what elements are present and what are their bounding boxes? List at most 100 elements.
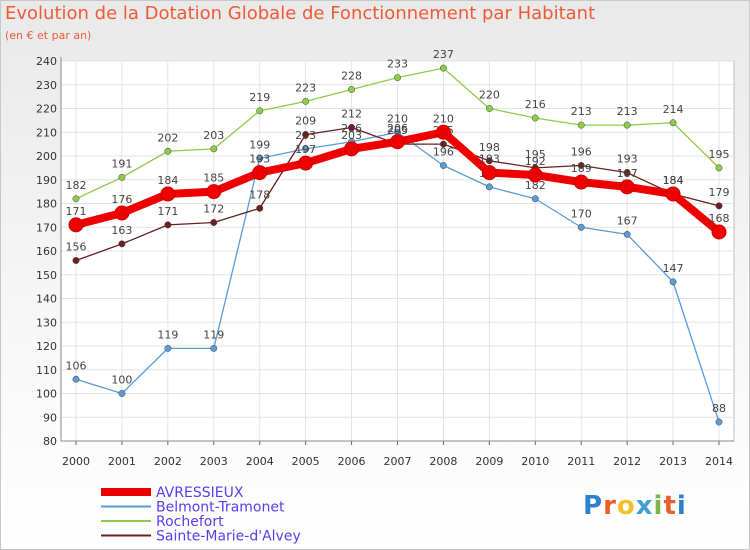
- data-point-belmont-tramonet: [256, 154, 264, 162]
- data-label-rochefort: 220: [479, 89, 500, 102]
- data-point-avressieux: [711, 224, 727, 240]
- data-point-avressieux: [252, 165, 268, 181]
- data-label-avressieux: 210: [433, 112, 454, 125]
- data-label-belmont-tramonet: 167: [617, 214, 638, 227]
- y-tick-label: 170: [36, 221, 57, 234]
- data-point-sainte-marie-d-alvey: [623, 169, 631, 177]
- data-point-avressieux: [665, 186, 681, 202]
- data-label-belmont-tramonet: 119: [157, 328, 178, 341]
- x-tick-label: 2001: [108, 455, 136, 468]
- data-point-belmont-tramonet: [72, 375, 80, 383]
- data-point-belmont-tramonet: [164, 344, 172, 352]
- data-label-rochefort: 203: [203, 129, 224, 142]
- data-point-belmont-tramonet: [485, 183, 493, 191]
- data-point-belmont-tramonet: [302, 145, 310, 153]
- data-label-avressieux: 203: [341, 129, 362, 142]
- data-point-sainte-marie-d-alvey: [439, 140, 447, 148]
- data-point-sainte-marie-d-alvey: [485, 157, 493, 165]
- x-tick-label: 2012: [613, 455, 641, 468]
- data-point-belmont-tramonet: [669, 278, 677, 286]
- data-label-avressieux: 193: [479, 153, 500, 166]
- data-label-belmont-tramonet: 182: [525, 179, 546, 192]
- data-label-sainte-marie-d-alvey: 205: [387, 124, 408, 137]
- y-tick-label: 120: [36, 340, 57, 353]
- data-label-avressieux: 197: [295, 143, 316, 156]
- data-label-belmont-tramonet: 147: [663, 262, 684, 275]
- data-point-sainte-marie-d-alvey: [164, 221, 172, 229]
- chart-title: Evolution de la Dotation Globale de Fonc…: [5, 3, 596, 24]
- data-label-rochefort: 233: [387, 58, 408, 71]
- data-label-sainte-marie-d-alvey: 184: [663, 174, 684, 187]
- legend-label-sainte-marie-d-alvey: Sainte-Marie-d'Alvey: [156, 529, 301, 545]
- data-label-rochefort: 202: [157, 131, 178, 144]
- data-label-belmont-tramonet: 106: [66, 359, 87, 372]
- data-point-sainte-marie-d-alvey: [118, 240, 126, 248]
- data-point-rochefort: [164, 147, 172, 155]
- data-label-rochefort: 237: [433, 48, 454, 61]
- data-point-belmont-tramonet: [210, 344, 218, 352]
- y-tick-label: 150: [36, 269, 57, 282]
- data-point-rochefort: [485, 105, 493, 112]
- data-label-sainte-marie-d-alvey: 212: [341, 108, 362, 121]
- data-point-avressieux: [160, 186, 176, 202]
- data-label-avressieux: 184: [663, 174, 684, 187]
- legend-label-avressieux: AVRESSIEUX: [156, 485, 244, 501]
- data-point-sainte-marie-d-alvey: [348, 124, 356, 131]
- data-point-avressieux: [390, 134, 405, 150]
- data-point-rochefort: [348, 86, 356, 93]
- data-label-rochefort: 219: [249, 91, 270, 104]
- data-label-rochefort: 228: [341, 70, 362, 83]
- data-point-belmont-tramonet: [577, 223, 585, 231]
- data-point-avressieux: [619, 179, 635, 195]
- x-tick-label: 2007: [384, 455, 412, 468]
- y-tick-label: 110: [36, 364, 57, 377]
- y-tick-label: 180: [36, 198, 57, 211]
- data-label-rochefort: 213: [617, 105, 638, 118]
- y-tick-label: 190: [36, 174, 57, 187]
- x-tick-label: 2009: [475, 455, 503, 468]
- y-tick-label: 210: [36, 126, 57, 139]
- data-point-sainte-marie-d-alvey: [210, 219, 218, 226]
- data-label-belmont-tramonet: 210: [387, 112, 408, 125]
- data-label-avressieux: 193: [249, 153, 270, 166]
- data-point-avressieux: [298, 155, 314, 171]
- data-point-avressieux: [68, 217, 84, 233]
- data-label-avressieux: 192: [525, 155, 546, 168]
- data-label-avressieux: 187: [617, 167, 638, 180]
- data-point-sainte-marie-d-alvey: [72, 257, 80, 264]
- data-point-rochefort: [439, 64, 447, 72]
- data-point-rochefort: [715, 164, 723, 172]
- data-point-belmont-tramonet: [623, 230, 631, 238]
- x-tick-label: 2002: [154, 455, 182, 468]
- x-tick-label: 2000: [62, 455, 90, 468]
- data-point-belmont-tramonet: [531, 195, 539, 203]
- data-point-avressieux: [573, 174, 589, 190]
- data-label-sainte-marie-d-alvey: 156: [66, 241, 87, 254]
- data-point-avressieux: [206, 184, 222, 200]
- x-tick-label: 2011: [567, 455, 595, 468]
- x-tick-label: 2014: [705, 455, 733, 468]
- data-point-rochefort: [394, 74, 401, 82]
- data-label-belmont-tramonet: 196: [433, 146, 454, 159]
- data-point-sainte-marie-d-alvey: [256, 204, 264, 212]
- x-tick-label: 2013: [659, 455, 687, 468]
- y-tick-label: 200: [36, 150, 57, 163]
- y-tick-label: 130: [36, 316, 57, 329]
- y-tick-label: 230: [36, 79, 57, 92]
- data-point-belmont-tramonet: [118, 390, 126, 397]
- y-tick-label: 220: [36, 103, 57, 116]
- data-label-rochefort: 195: [709, 148, 730, 161]
- y-tick-label: 80: [43, 435, 57, 448]
- data-point-rochefort: [118, 173, 126, 181]
- data-point-avressieux: [344, 141, 360, 157]
- data-label-belmont-tramonet: 88: [712, 402, 726, 415]
- data-label-sainte-marie-d-alvey: 195: [525, 148, 546, 161]
- data-label-rochefort: 214: [663, 103, 684, 116]
- data-point-avressieux: [527, 167, 543, 183]
- data-label-rochefort: 216: [525, 98, 546, 111]
- data-label-rochefort: 223: [295, 81, 316, 94]
- data-label-rochefort: 191: [111, 157, 132, 170]
- data-point-rochefort: [210, 145, 218, 153]
- data-label-avressieux: 184: [157, 174, 178, 187]
- x-tick-label: 2004: [246, 455, 274, 468]
